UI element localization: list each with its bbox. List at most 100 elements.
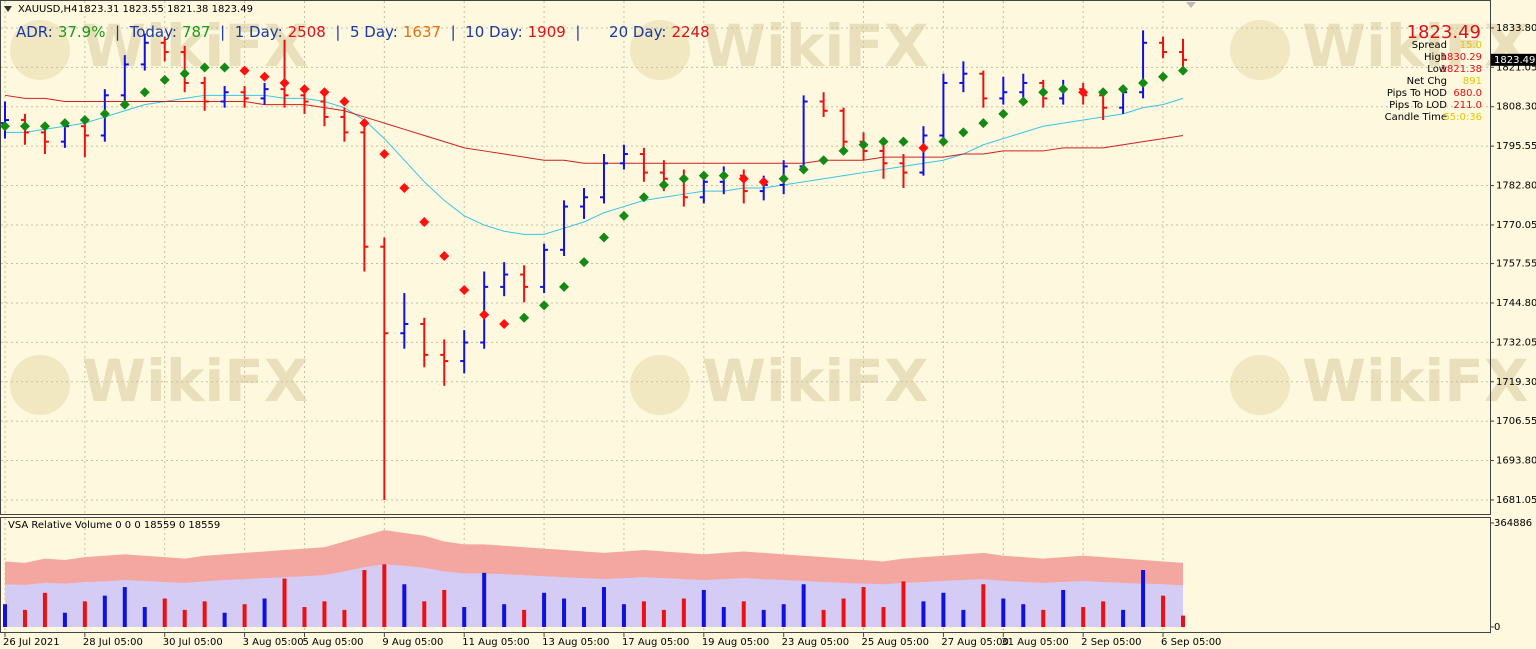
quote: 1823.31 1823.55 1821.38 1823.49 bbox=[78, 4, 253, 15]
watermark: WikiFX bbox=[702, 347, 929, 415]
adr-value: 787 bbox=[182, 23, 211, 41]
volume-bar bbox=[182, 609, 187, 627]
volume-bar bbox=[82, 601, 87, 627]
volume-bar bbox=[681, 598, 686, 627]
signal-dot bbox=[19, 121, 30, 132]
y-tick-label: 1821.05 bbox=[1496, 62, 1536, 73]
info-label: High bbox=[1424, 52, 1447, 63]
volume-bar bbox=[1141, 569, 1146, 627]
volume-bar bbox=[242, 604, 247, 627]
volume-bar bbox=[42, 592, 47, 627]
y-tick-label: 1681.05 bbox=[1496, 495, 1536, 506]
menu-arrow[interactable] bbox=[4, 6, 12, 12]
signal-dot bbox=[678, 173, 689, 184]
signal-dot bbox=[499, 318, 510, 329]
info-label: Net Chg bbox=[1407, 76, 1447, 87]
y-tick-label: 1833.80 bbox=[1496, 23, 1536, 34]
signal-dot bbox=[638, 192, 649, 203]
x-tick-label: 19 Aug 05:00 bbox=[702, 637, 769, 648]
signal-dot bbox=[519, 312, 530, 323]
signal-dot bbox=[618, 210, 629, 221]
signal-dot bbox=[59, 118, 70, 129]
signal-dot bbox=[958, 127, 969, 138]
signal-dot bbox=[359, 118, 370, 129]
volume-bar bbox=[522, 609, 527, 627]
volume-bar bbox=[22, 609, 27, 627]
volume-bar bbox=[901, 581, 906, 627]
signal-dot bbox=[439, 250, 450, 261]
signal-dot bbox=[798, 164, 809, 175]
y-tick-label: 1744.80 bbox=[1496, 298, 1536, 309]
y-tick-label: 1732.05 bbox=[1496, 337, 1536, 348]
adr-label: ADR: bbox=[16, 23, 53, 41]
info-value: 680.0 bbox=[1453, 88, 1482, 99]
signal-dot bbox=[1078, 87, 1089, 98]
signal-dot bbox=[159, 74, 170, 85]
signal-dot bbox=[179, 68, 190, 79]
volume-bar bbox=[342, 609, 347, 627]
volume-bar bbox=[841, 598, 846, 627]
volume-bar bbox=[961, 609, 966, 627]
y-tick-label: 1719.30 bbox=[1496, 377, 1536, 388]
signal-dot bbox=[419, 217, 430, 228]
volume-bar bbox=[921, 601, 926, 627]
y-tick-label: 1757.55 bbox=[1496, 259, 1536, 270]
y-tick-label: 1782.80 bbox=[1496, 181, 1536, 192]
volume-bar bbox=[801, 584, 806, 627]
info-label: Low bbox=[1427, 64, 1447, 75]
info-value: 891 bbox=[1463, 76, 1482, 87]
y-tick-label: 1808.30 bbox=[1496, 102, 1536, 113]
volume-bar bbox=[861, 587, 866, 627]
volume-bar bbox=[502, 604, 507, 627]
adr-line: ADR: 37.9% | Today: 787 | 1 Day: 2508 | 5 D… bbox=[16, 23, 719, 41]
volume-bar bbox=[462, 607, 467, 627]
signal-dot bbox=[1058, 84, 1069, 95]
axes: 1833.80 1821.05 1808.30 1795.55 1782.80 1770.… bbox=[3, 23, 1536, 648]
adr-label: | 20 Day: bbox=[575, 23, 666, 41]
volume-bar bbox=[761, 609, 766, 627]
volume-bar bbox=[781, 604, 786, 627]
symbol: XAUUSD,H4 bbox=[18, 4, 77, 15]
scroll-marker bbox=[1186, 2, 1196, 8]
signal-dot bbox=[758, 176, 769, 187]
signal-dot bbox=[459, 284, 470, 295]
signal-dot bbox=[339, 96, 350, 107]
signal-dot bbox=[479, 309, 490, 320]
volume-bar bbox=[741, 601, 746, 627]
moving-average bbox=[5, 94, 1184, 235]
x-tick-label: 25 Aug 05:00 bbox=[862, 637, 929, 648]
signal-dot bbox=[1178, 65, 1188, 76]
volume-title: VSA Relative Volume 0 0 0 18559 0 18559 bbox=[8, 520, 220, 531]
adr-value: 2508 bbox=[288, 23, 326, 41]
signal-dot bbox=[858, 139, 869, 150]
watermark: WikiFX bbox=[82, 347, 309, 415]
volume-bar bbox=[1021, 604, 1026, 627]
volume-panel bbox=[3, 530, 1185, 627]
y-tick-label: 364886 bbox=[1494, 518, 1532, 529]
signal-dot bbox=[698, 170, 709, 181]
x-tick-label: 2 Sep 05:00 bbox=[1081, 637, 1141, 648]
signal-dot bbox=[399, 183, 410, 194]
volume-bar bbox=[1041, 609, 1046, 627]
signal-dot bbox=[379, 149, 390, 160]
watermark-logo bbox=[630, 20, 690, 80]
adr-value: 37.9% bbox=[58, 23, 106, 41]
x-tick-label: 13 Aug 05:00 bbox=[542, 637, 609, 648]
volume-bar bbox=[542, 592, 547, 627]
signal-dot bbox=[978, 118, 989, 129]
adr-label: | 5 Day: bbox=[335, 23, 397, 41]
signal-dot bbox=[99, 108, 110, 119]
x-tick-label: 17 Aug 05:00 bbox=[622, 637, 689, 648]
volume-bar bbox=[142, 607, 147, 627]
signal-dot bbox=[1018, 96, 1029, 107]
info-label: Pips To LOD bbox=[1389, 100, 1447, 111]
volume-bar bbox=[122, 587, 127, 627]
volume-bar bbox=[382, 564, 387, 627]
volume-bar bbox=[162, 598, 167, 627]
signal-dot bbox=[1158, 71, 1169, 82]
y-tick-label: 1706.55 bbox=[1496, 416, 1536, 427]
signal-dot bbox=[598, 232, 609, 243]
volume-bar bbox=[821, 609, 826, 627]
signal-dot bbox=[998, 108, 1009, 119]
